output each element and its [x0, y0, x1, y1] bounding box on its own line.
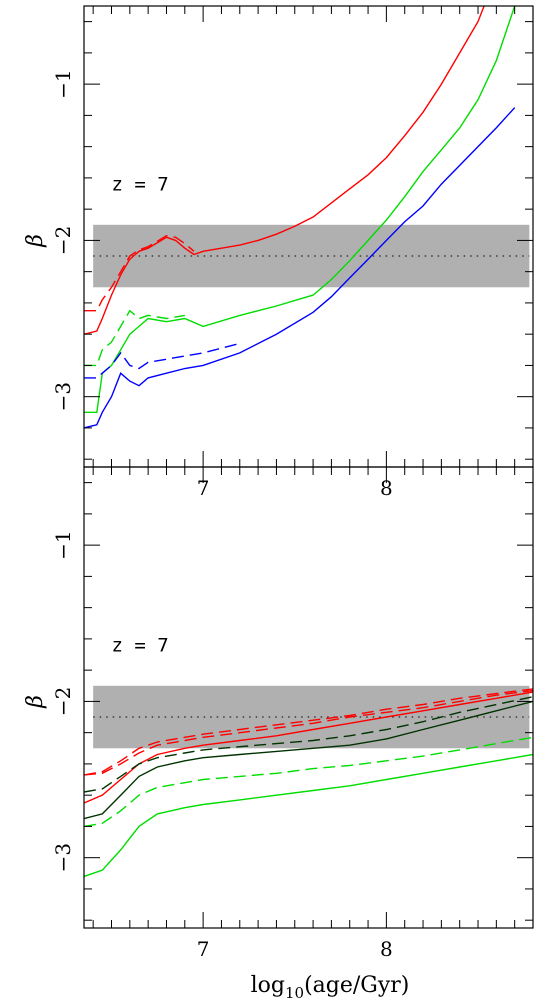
series-line-5 [84, 342, 240, 379]
bottom-panel: 7 8 −1 −2 −3 β z = 7 [23, 466, 534, 961]
series-line-2 [84, 689, 533, 776]
y-axis-label: β [23, 234, 48, 248]
x-tick-label: 8 [380, 476, 393, 500]
x-tick-label: 8 [380, 937, 393, 961]
y-tick-label: −2 [51, 687, 75, 716]
y-axis-label: β [23, 695, 48, 709]
series-line-5 [84, 753, 533, 878]
series-line-2 [84, 6, 516, 413]
x-tick-label: 7 [197, 476, 210, 500]
x-axis-label: log10(age/Gyr) [251, 973, 410, 1002]
series-line-6 [84, 736, 533, 828]
y-tick-label: −1 [51, 69, 75, 98]
series-line-3 [84, 309, 185, 367]
series-line-1 [84, 688, 533, 776]
y-tick-label: −3 [51, 843, 75, 872]
series-line-0 [84, 6, 485, 335]
plot-frame [83, 466, 534, 929]
panel-annotation: z = 7 [111, 634, 168, 656]
y-tick-label: −2 [51, 226, 75, 255]
series-line-0 [84, 691, 533, 804]
series-line-4 [84, 696, 533, 793]
series-line-3 [84, 700, 533, 820]
series-line-4 [84, 107, 516, 429]
x-tick-label: 7 [197, 937, 210, 961]
y-tick-label: −1 [51, 530, 75, 559]
series-line-1 [84, 234, 195, 312]
y-tick-label: −3 [51, 382, 75, 411]
top-panel: 7 8 −1 −2 −3 β z = 7 [23, 5, 534, 500]
panel-annotation: z = 7 [111, 173, 168, 195]
series-group [84, 688, 533, 878]
series-group [84, 6, 516, 429]
